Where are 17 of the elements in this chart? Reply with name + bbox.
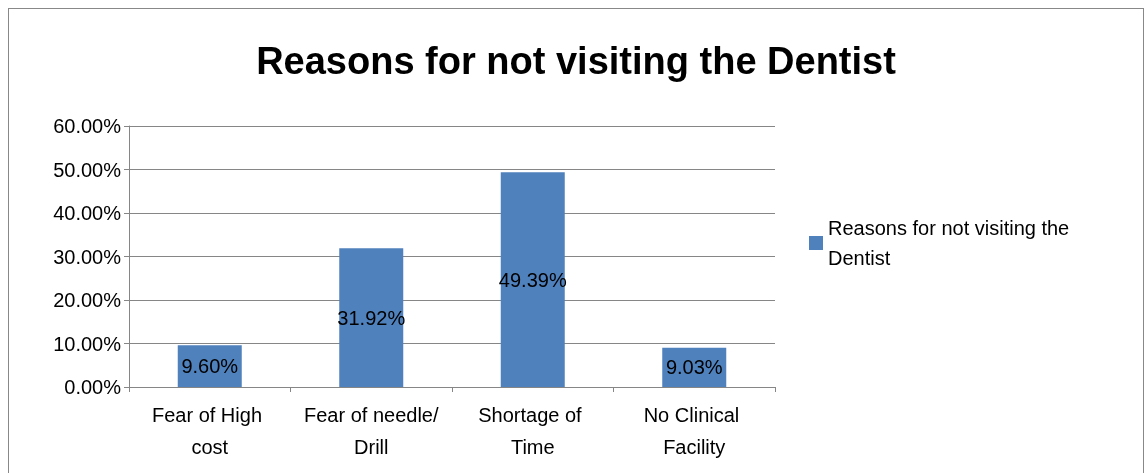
chart-title: Reasons for not visiting the Dentist [256,40,897,82]
bar [500,172,565,387]
bar [339,248,404,387]
x-tick-label: Fear of needle/Drill [303,404,439,458]
data-label: 9.60% [181,355,239,378]
x-tick-label: Shortage of Time [478,404,588,458]
y-tick-label: 50.00% [53,158,122,181]
data-label: 9.03% [665,356,723,379]
y-tick-label: 40.00% [53,202,122,224]
legend-label: Reasons for not visiting the Dentist [828,217,1075,269]
y-tick-label: 0.00% [64,376,122,398]
y-tick-label: 10.00% [53,332,122,355]
y-tick-label: 20.00% [53,289,122,311]
x-tick-label: No Clinical Facility [643,404,745,458]
y-tick-label: 60.00% [53,115,122,137]
y-tick-label: 30.00% [53,245,122,268]
x-tick-label: Fear of High cost [151,404,268,458]
